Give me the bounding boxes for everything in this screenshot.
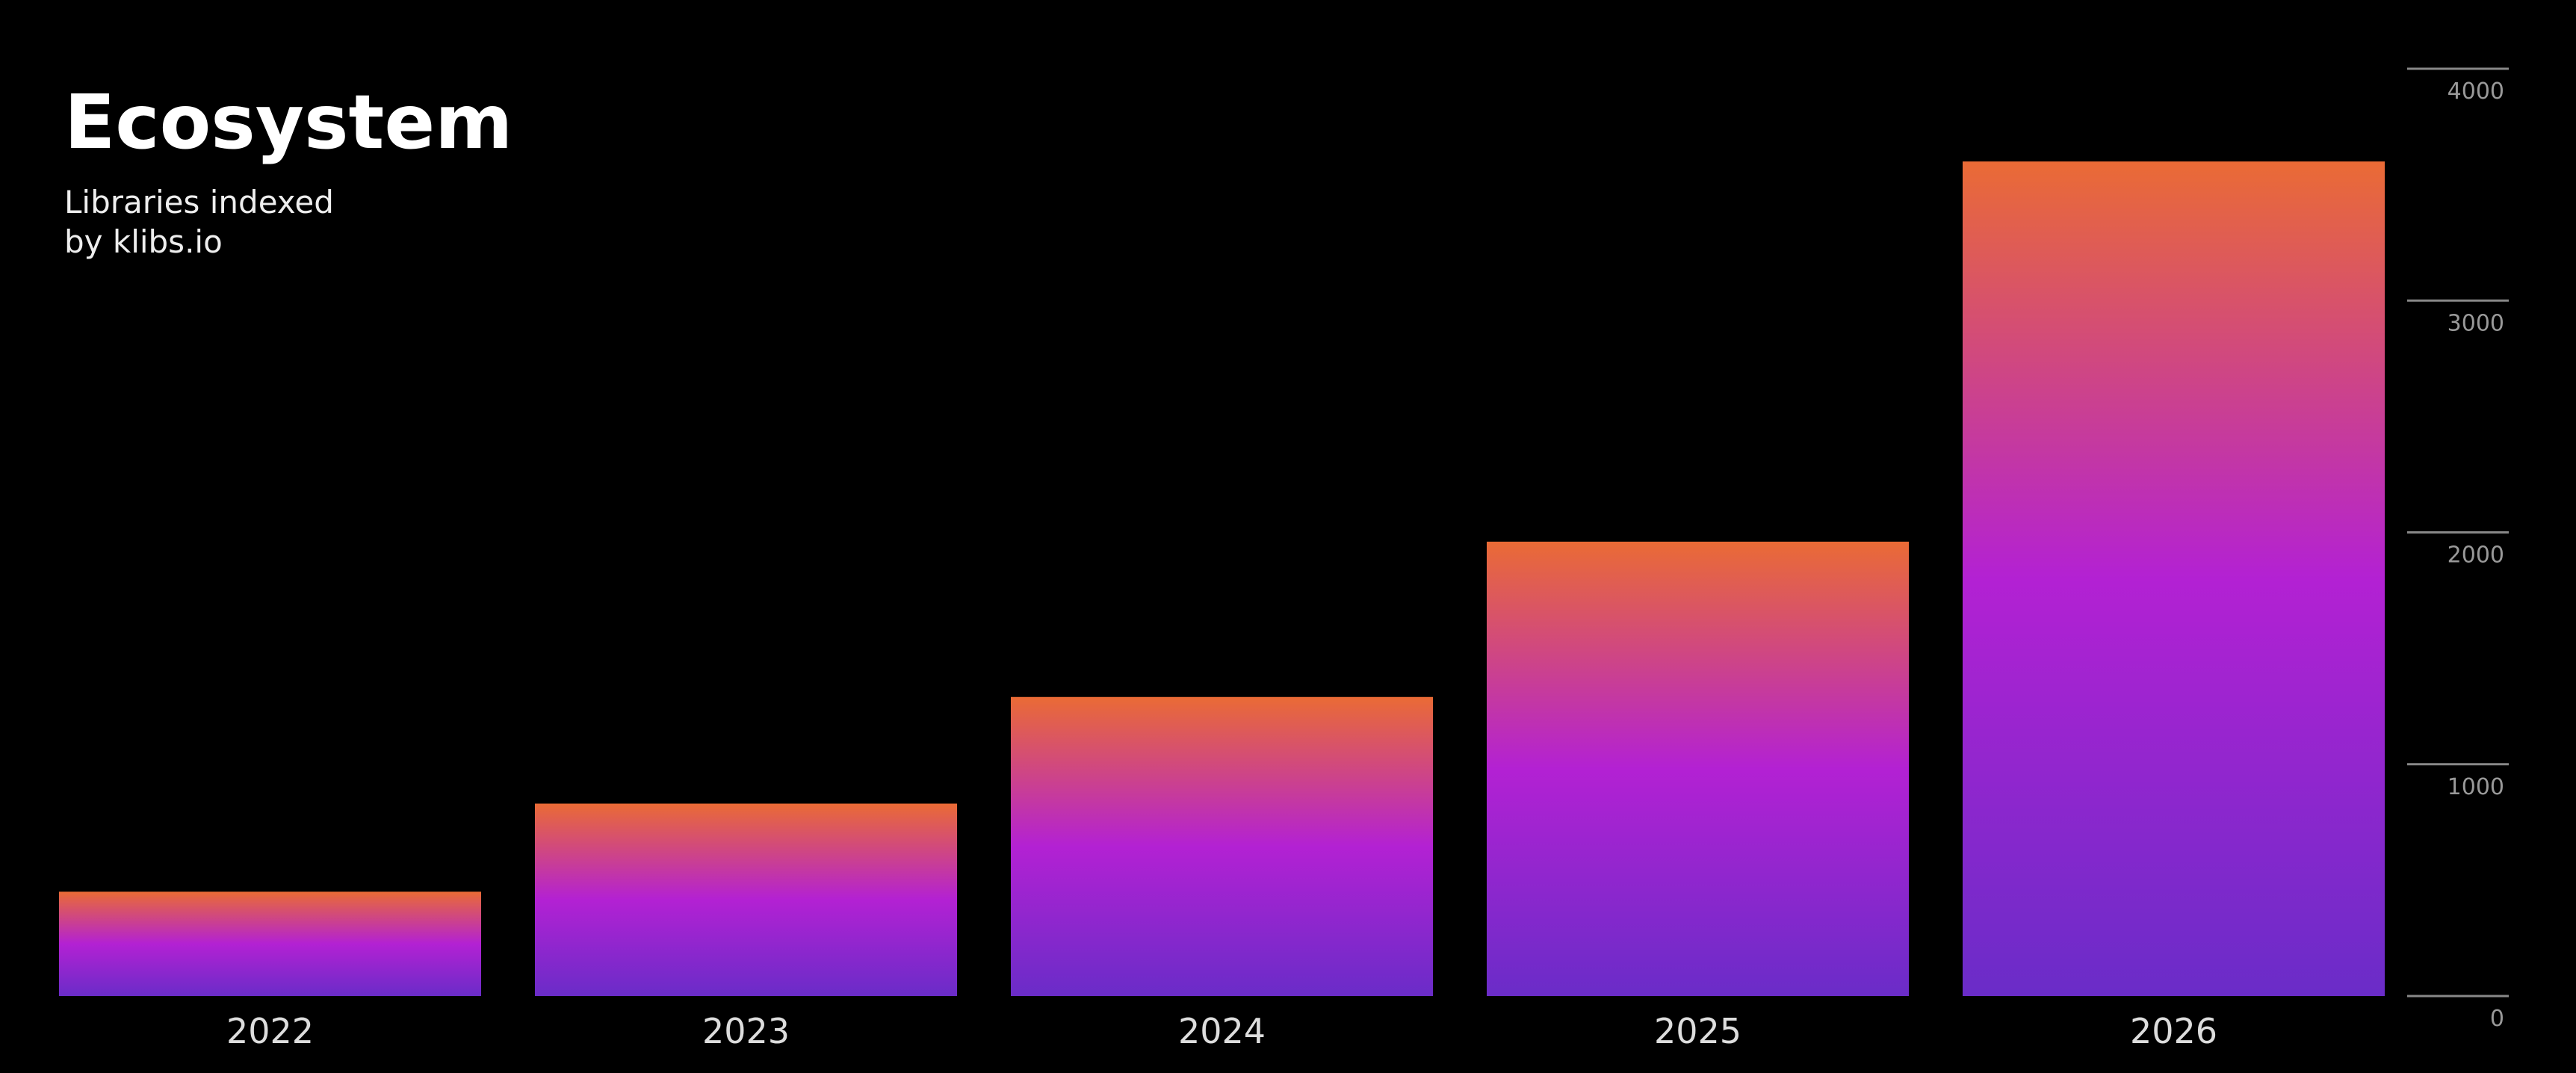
bar (59, 891, 481, 996)
x-tick-label: 2025 (1654, 1011, 1741, 1051)
y-tick-label: 2000 (2447, 542, 2504, 569)
x-tick-label: 2026 (2130, 1011, 2217, 1051)
subtitle: Libraries indexed (64, 184, 334, 220)
subtitle: by klibs.io (64, 223, 223, 260)
y-tick-label: 3000 (2447, 310, 2504, 336)
y-tick-label: 1000 (2447, 774, 2504, 800)
bar (535, 803, 957, 996)
x-tick-label: 2023 (702, 1011, 790, 1051)
y-tick-label: 4000 (2447, 78, 2504, 105)
bar (1011, 696, 1433, 996)
x-tick-label: 2022 (226, 1011, 314, 1051)
x-tick-label: 2024 (1178, 1011, 1266, 1051)
y-tick-label: 0 (2490, 1006, 2504, 1032)
bar (1963, 161, 2385, 997)
bar (1487, 541, 1909, 996)
chart-title: Ecosystem (64, 78, 513, 166)
